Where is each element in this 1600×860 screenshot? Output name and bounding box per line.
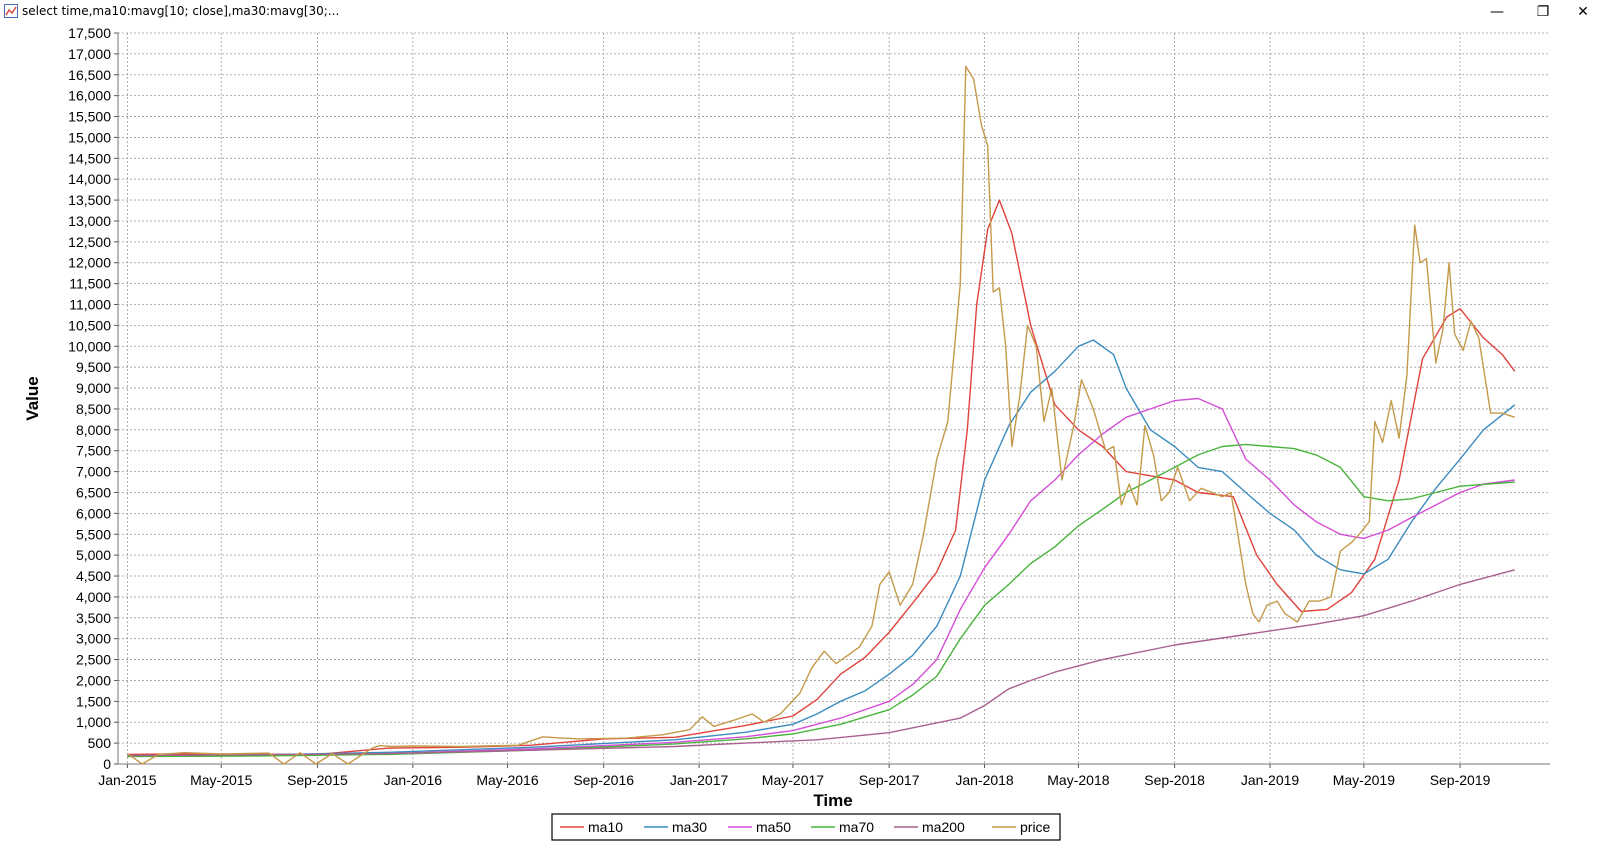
legend-label-ma70: ma70 — [839, 819, 874, 835]
y-tick-label: 4,500 — [76, 568, 111, 584]
y-tick-label: 6,000 — [76, 505, 111, 521]
y-tick-label: 16,000 — [68, 88, 111, 104]
series-line-ma50 — [127, 397, 1515, 757]
y-tick-label: 13,000 — [68, 213, 111, 229]
series-line-ma30 — [127, 339, 1516, 757]
y-tick-label: 9,000 — [76, 380, 111, 396]
x-tick-label: May-2015 — [190, 772, 252, 788]
y-tick-label: 7,000 — [76, 464, 111, 480]
close-button[interactable]: ✕ — [1566, 0, 1600, 24]
legend-label-ma10: ma10 — [588, 819, 623, 835]
y-tick-label: 5,000 — [76, 547, 111, 563]
y-tick-label: 3,000 — [76, 631, 111, 647]
y-tick-label: 17,000 — [68, 46, 111, 62]
x-tick-label: Sep-2019 — [1430, 772, 1491, 788]
y-tick-label: 15,500 — [68, 109, 111, 125]
y-tick-label: 2,000 — [76, 672, 111, 688]
y-tick-label: 7,500 — [76, 443, 111, 459]
window-title: select time,ma10:mavg[10; close],ma30:ma… — [22, 4, 340, 18]
y-tick-label: 17,500 — [68, 26, 111, 41]
x-axis-title: Time — [813, 791, 852, 810]
y-tick-label: 500 — [88, 735, 112, 751]
y-tick-label: 11,000 — [69, 297, 111, 313]
legend-label-ma50: ma50 — [756, 819, 791, 835]
line-chart: 0 500 1,000 1,500 2,000 2,500 3,000 3,500 4,000 4… — [23, 26, 1550, 841]
y-tick-label: 1,500 — [76, 693, 111, 709]
y-tick-label: 14,500 — [68, 150, 111, 166]
y-tick-label: 3,500 — [76, 610, 111, 626]
y-tick-label: 1,000 — [76, 714, 111, 730]
legend-box — [551, 813, 1061, 841]
y-tick-label: 8,500 — [76, 401, 111, 417]
y-tick-label: 4,000 — [76, 589, 111, 605]
series-line-ma70 — [127, 443, 1515, 758]
series-lines — [126, 65, 1516, 765]
x-tick-label: Sep-2016 — [573, 772, 634, 788]
y-tick-label: 2,500 — [76, 652, 111, 668]
y-tick-label: 13,500 — [68, 192, 111, 208]
y-tick-label: 5,500 — [76, 526, 111, 542]
y-tick-label: 10,500 — [68, 317, 111, 333]
x-tick-label: Sep-2018 — [1144, 772, 1205, 788]
restore-button[interactable]: ❐ — [1520, 0, 1566, 24]
grid-lines — [118, 32, 1550, 765]
y-tick-label: 16,500 — [68, 67, 111, 83]
x-tick-label: Jan-2016 — [384, 772, 443, 788]
legend: ma10 ma30 ma50 ma70 ma200 price — [551, 813, 1061, 841]
y-tick-label: 11,500 — [69, 276, 111, 292]
x-tick-label: Sep-2015 — [287, 772, 348, 788]
x-tick-label: May-2019 — [1333, 772, 1395, 788]
y-tick-label: 8,000 — [76, 422, 111, 438]
y-tick-label: 9,500 — [76, 359, 111, 375]
x-tick-label: May-2018 — [1047, 772, 1109, 788]
series-line-ma200 — [127, 569, 1515, 757]
window-titlebar: select time,ma10:mavg[10; close],ma30:ma… — [0, 0, 1600, 26]
restore-icon: ❐ — [1536, 4, 1550, 20]
x-tick-label: May-2016 — [476, 772, 538, 788]
x-tick-label: Sep-2017 — [859, 772, 920, 788]
close-icon: ✕ — [1577, 4, 1589, 20]
axes: 0 500 1,000 1,500 2,000 2,500 3,000 3,500 4,000 4… — [68, 26, 1550, 788]
x-tick-label: Jan-2019 — [1241, 772, 1300, 788]
series-line-ma10 — [127, 199, 1516, 756]
y-tick-label: 10,000 — [68, 338, 111, 354]
x-tick-label: Jan-2015 — [98, 772, 157, 788]
y-tick-label: 12,500 — [68, 234, 111, 250]
minimize-icon: — — [1490, 4, 1504, 20]
legend-label-price: price — [1020, 819, 1051, 835]
x-tick-label: May-2017 — [762, 772, 824, 788]
x-tick-label: Jan-2018 — [955, 772, 1014, 788]
series-line-price — [126, 65, 1516, 765]
legend-label-ma30: ma30 — [672, 819, 707, 835]
y-tick-label: 12,000 — [68, 255, 111, 271]
chart-app-icon — [4, 4, 18, 18]
y-axis-title: Value — [23, 376, 42, 420]
y-tick-label: 0 — [103, 756, 111, 772]
legend-label-ma200: ma200 — [922, 819, 965, 835]
y-tick-label: 6,500 — [76, 484, 111, 500]
y-tick-label: 14,000 — [68, 171, 111, 187]
minimize-button[interactable]: — — [1474, 0, 1520, 24]
y-tick-label: 15,000 — [68, 129, 111, 145]
x-tick-label: Jan-2017 — [670, 772, 729, 788]
